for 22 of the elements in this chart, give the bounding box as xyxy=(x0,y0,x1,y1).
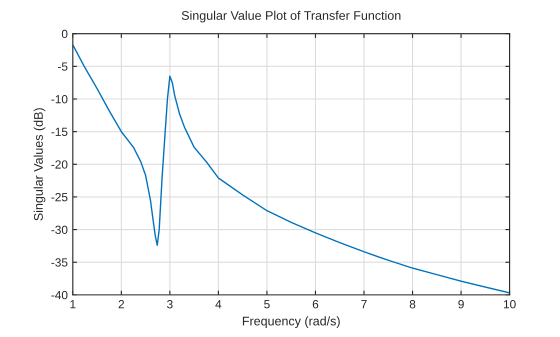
x-tick-label: 3 xyxy=(167,300,173,308)
y-tick-label: -35 xyxy=(51,258,68,267)
x-tick-label: 7 xyxy=(361,300,367,308)
x-tick-label: 1 xyxy=(70,300,76,308)
y-tick-label: -10 xyxy=(51,95,68,104)
x-tick-label: 5 xyxy=(264,300,270,308)
x-tick-label: 2 xyxy=(118,300,124,308)
x-tick-label: 4 xyxy=(215,300,222,308)
y-tick-label: -20 xyxy=(51,160,68,169)
y-axis-title: Singular Values (dB) xyxy=(34,108,46,221)
chart-title: Singular Value Plot of Transfer Function xyxy=(182,10,400,22)
y-tick-label: -5 xyxy=(58,62,68,71)
x-tick-label: 8 xyxy=(410,300,416,308)
x-tick-label: 6 xyxy=(312,300,318,308)
y-tick-label: 0 xyxy=(62,30,68,38)
x-tick-label: 10 xyxy=(504,300,516,308)
y-tick-label: -30 xyxy=(51,226,68,234)
x-axis-title: Frequency (rad/s) xyxy=(242,316,340,328)
y-tick-label: -15 xyxy=(51,128,68,136)
y-tick-label: -25 xyxy=(51,192,68,202)
x-tick-label: 9 xyxy=(458,300,464,308)
y-tick-label: -40 xyxy=(51,290,68,300)
